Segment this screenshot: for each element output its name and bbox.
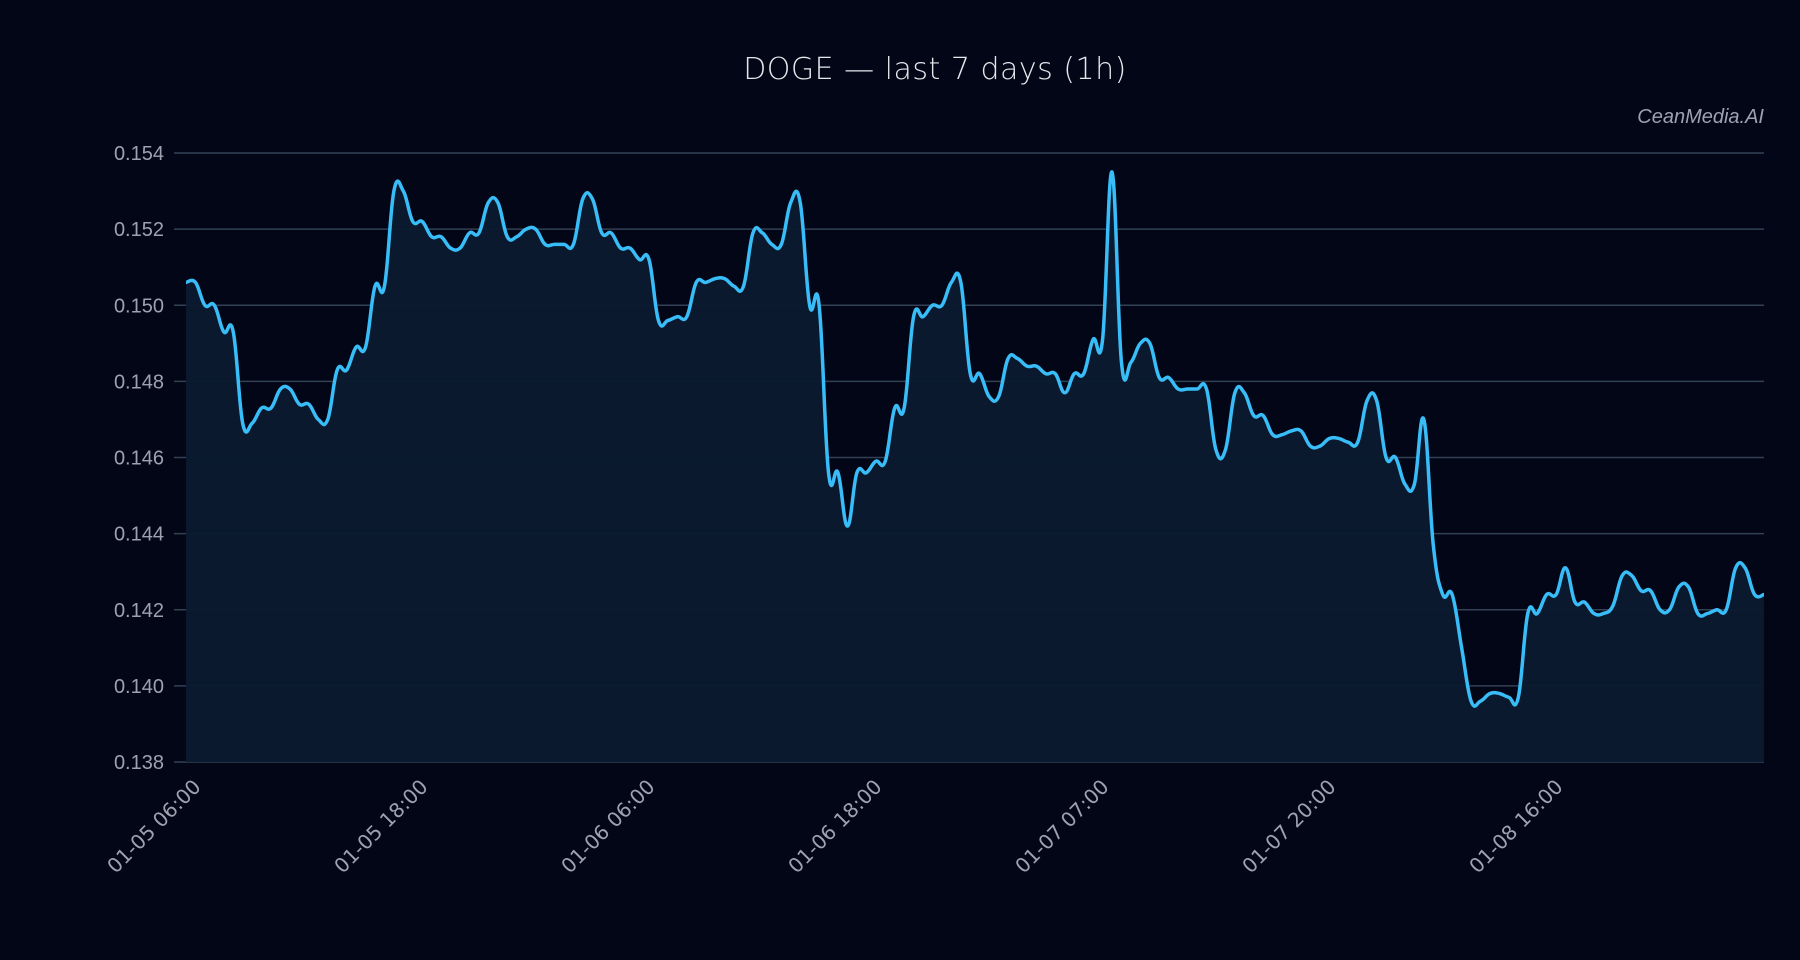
y-tick-label: 0.142 (114, 600, 164, 622)
x-tick-label: 01-07 20:00 (1237, 775, 1340, 878)
y-tick-label: 0.152 (114, 219, 164, 241)
watermark: CeanMedia.AI (1637, 106, 1764, 128)
y-tick-label: 0.154 (114, 143, 164, 165)
price-line (185, 170, 1765, 708)
chart-title: DOGE — last 7 days (1h) (743, 52, 1127, 87)
price-area-fill (186, 171, 1764, 763)
x-tick-label: 01-06 06:00 (556, 775, 659, 878)
y-axis: 0.154 0.152 0.150 0.148 0.146 0.144 0.142 0.140… (114, 143, 164, 774)
y-tick-label: 0.144 (114, 524, 164, 546)
y-tick-label: 0.140 (114, 676, 164, 698)
y-tick-label: 0.150 (114, 295, 164, 317)
x-tick-label: 01-05 18:00 (329, 775, 432, 878)
y-tick-label: 0.138 (114, 752, 164, 774)
x-axis: 01-05 06:00 01-05 18:00 01-06 06:00 01-06 1… (102, 775, 1567, 878)
x-tick-label: 01-08 16:00 (1464, 775, 1567, 878)
x-tick-label: 01-07 07:00 (1010, 775, 1113, 878)
x-tick-label: 01-05 06:00 (102, 775, 205, 878)
y-tick-label: 0.146 (114, 448, 164, 470)
y-tick-label: 0.148 (114, 371, 164, 393)
x-tick-label: 01-06 18:00 (783, 775, 886, 878)
